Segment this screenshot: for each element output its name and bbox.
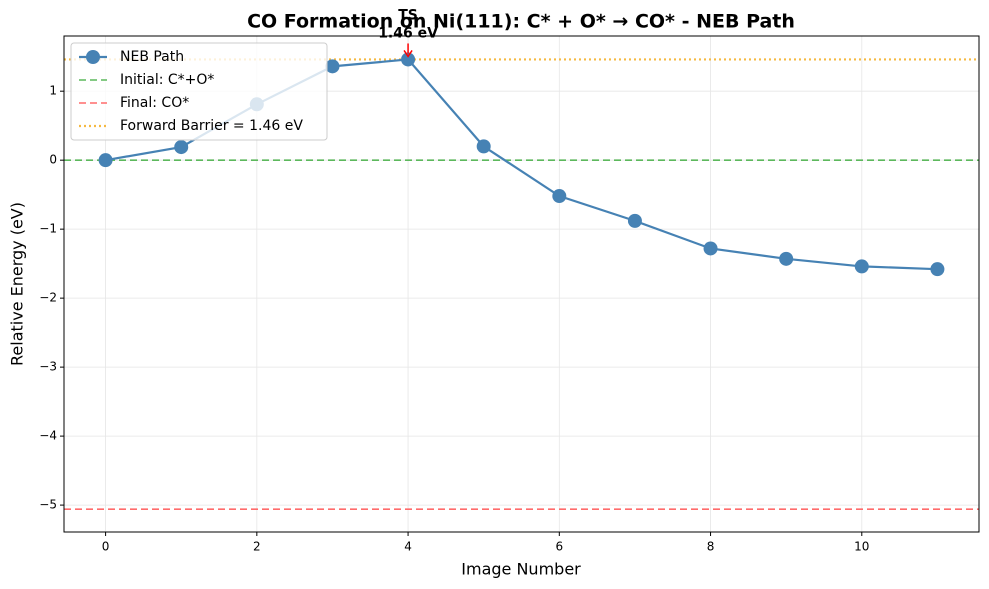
legend-label: Final: CO* (120, 95, 189, 111)
y-tick-label: −5 (39, 498, 57, 512)
data-point (779, 251, 794, 266)
x-tick-label: 4 (404, 540, 412, 554)
data-point (552, 189, 567, 204)
data-point (325, 59, 340, 74)
x-tick-label: 2 (253, 540, 261, 554)
y-axis-label: Relative Energy (eV) (8, 202, 27, 366)
data-point (854, 259, 869, 274)
data-point (703, 241, 718, 256)
legend-marker (86, 50, 100, 64)
plot-frame (63, 35, 980, 533)
x-tick-label: 10 (854, 540, 869, 554)
x-tick-label: 0 (102, 540, 110, 554)
data-point (930, 262, 945, 277)
y-tick-label: −1 (39, 222, 57, 236)
legend-label: Forward Barrier = 1.46 eV (120, 118, 303, 134)
x-axis-label: Image Number (461, 560, 581, 579)
x-tick-label: 8 (707, 540, 715, 554)
annotation-arrowhead (403, 50, 413, 58)
legend-box (70, 42, 328, 141)
y-tick-label: 1 (49, 84, 57, 98)
y-tick-label: −3 (39, 360, 57, 374)
data-point (627, 213, 642, 228)
legend-label: NEB Path (120, 49, 184, 65)
y-tick-label: −2 (39, 291, 57, 305)
data-point (476, 139, 491, 154)
legend: NEB Path Initial: C*+O* Final: CO* Forward … (70, 42, 328, 141)
y-tick-label: 0 (49, 153, 57, 167)
annotation-text: TS (398, 7, 418, 23)
data-point (174, 140, 189, 155)
annotation-text: 1.46 eV (378, 25, 438, 41)
chart-title: CO Formation on Ni(111): C* + O* → CO* -… (247, 11, 795, 33)
data-point (401, 52, 416, 67)
x-tick-label: 6 (555, 540, 563, 554)
data-point (98, 153, 113, 168)
y-tick-label: −4 (39, 429, 57, 443)
legend-label: Initial: C*+O* (120, 72, 214, 88)
